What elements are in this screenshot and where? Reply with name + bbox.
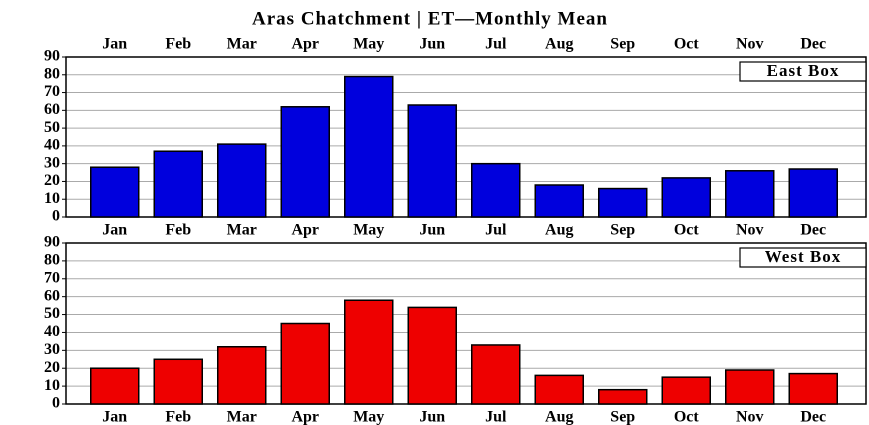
y-tick-label: 60 xyxy=(44,101,60,118)
x-tick-label: Apr xyxy=(291,222,319,239)
bar xyxy=(788,372,838,405)
bar xyxy=(153,358,203,405)
x-tick-label: Jul xyxy=(485,409,507,425)
bar xyxy=(217,346,267,405)
bar xyxy=(90,367,140,405)
bar xyxy=(407,306,457,405)
x-tick-label: Jul xyxy=(485,222,507,239)
y-tick-label: 30 xyxy=(44,341,60,358)
x-tick-label: Sep xyxy=(610,36,635,53)
y-tick-label: 50 xyxy=(44,305,60,322)
x-tick-label: Dec xyxy=(800,409,826,425)
x-tick-label: Oct xyxy=(674,409,700,425)
x-tick-label: Feb xyxy=(165,36,191,53)
bar xyxy=(217,143,267,218)
x-tick-label: Jul xyxy=(485,36,507,53)
bar xyxy=(725,170,775,218)
x-tick-label: Nov xyxy=(736,409,764,425)
y-tick-label: 0 xyxy=(52,208,60,225)
x-tick-label: Mar xyxy=(227,36,257,53)
y-tick-label: 20 xyxy=(44,359,60,376)
bar xyxy=(407,104,457,218)
y-tick-label: 90 xyxy=(44,48,60,65)
y-tick-label: 80 xyxy=(44,252,60,269)
x-tick-label: Oct xyxy=(674,222,700,239)
x-tick-label: Aug xyxy=(545,222,573,239)
y-tick-label: 10 xyxy=(44,377,60,394)
x-tick-label: Oct xyxy=(674,36,700,53)
y-tick-label: 40 xyxy=(44,137,60,154)
x-tick-label: Apr xyxy=(291,36,319,53)
bar xyxy=(344,75,394,218)
y-tick-label: 90 xyxy=(44,234,60,251)
y-tick-label: 20 xyxy=(44,172,60,189)
bar xyxy=(471,162,521,218)
x-tick-label: Dec xyxy=(800,222,826,239)
label-box xyxy=(739,61,867,82)
x-tick-label: Aug xyxy=(545,36,573,53)
plot-frame xyxy=(65,242,867,405)
x-tick-label: Apr xyxy=(291,409,319,425)
bar xyxy=(280,106,330,218)
x-tick-label: Jan xyxy=(102,36,127,53)
x-tick-label: Aug xyxy=(545,409,573,425)
bar xyxy=(661,177,711,218)
x-tick-label: Jun xyxy=(419,36,445,53)
x-tick-label: May xyxy=(353,222,384,239)
x-tick-label: Jun xyxy=(419,222,445,239)
y-tick-label: 80 xyxy=(44,65,60,82)
x-tick-label: Nov xyxy=(736,222,764,239)
bar xyxy=(280,322,330,405)
x-tick-label: Feb xyxy=(165,222,191,239)
bar xyxy=(344,299,394,405)
y-tick-label: 50 xyxy=(44,119,60,136)
y-tick-label: 40 xyxy=(44,323,60,340)
bar xyxy=(661,376,711,405)
bar xyxy=(725,369,775,405)
x-tick-label: Mar xyxy=(227,222,257,239)
bar xyxy=(153,150,203,218)
panel-label: West Box xyxy=(765,247,841,266)
bar xyxy=(471,344,521,405)
y-tick-label: 70 xyxy=(44,83,60,100)
x-tick-label: May xyxy=(353,409,384,425)
y-tick-label: 30 xyxy=(44,154,60,171)
x-tick-label: Feb xyxy=(165,409,191,425)
x-tick-label: Sep xyxy=(610,409,635,425)
x-tick-label: Mar xyxy=(227,409,257,425)
x-tick-label: Jan xyxy=(102,409,127,425)
y-tick-label: 0 xyxy=(52,395,60,412)
x-tick-label: Jun xyxy=(419,409,445,425)
chart-title: Aras Chatchment | ET—Monthly Mean xyxy=(252,8,608,29)
y-tick-label: 10 xyxy=(44,190,60,207)
y-tick-label: 70 xyxy=(44,269,60,286)
y-tick-label: 60 xyxy=(44,287,60,304)
plot-frame xyxy=(65,56,867,218)
bar xyxy=(788,168,838,218)
bar xyxy=(534,374,584,405)
x-tick-label: Jan xyxy=(102,222,127,239)
label-box xyxy=(739,247,867,268)
x-tick-label: Nov xyxy=(736,36,764,53)
bar xyxy=(90,166,140,218)
x-tick-label: Dec xyxy=(800,36,826,53)
bar xyxy=(534,184,584,218)
x-tick-label: May xyxy=(353,36,384,53)
x-tick-label: Sep xyxy=(610,222,635,239)
panel-label: East Box xyxy=(767,61,840,80)
bar xyxy=(598,187,648,218)
bar xyxy=(598,388,648,405)
